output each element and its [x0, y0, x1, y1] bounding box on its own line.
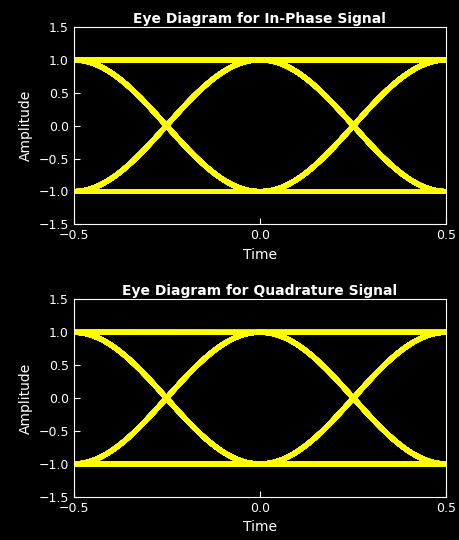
X-axis label: Time: Time: [242, 248, 276, 262]
Y-axis label: Amplitude: Amplitude: [19, 90, 33, 161]
Title: Eye Diagram for Quadrature Signal: Eye Diagram for Quadrature Signal: [122, 284, 397, 298]
Title: Eye Diagram for In-Phase Signal: Eye Diagram for In-Phase Signal: [133, 12, 386, 26]
X-axis label: Time: Time: [242, 520, 276, 534]
Y-axis label: Amplitude: Amplitude: [19, 362, 33, 434]
